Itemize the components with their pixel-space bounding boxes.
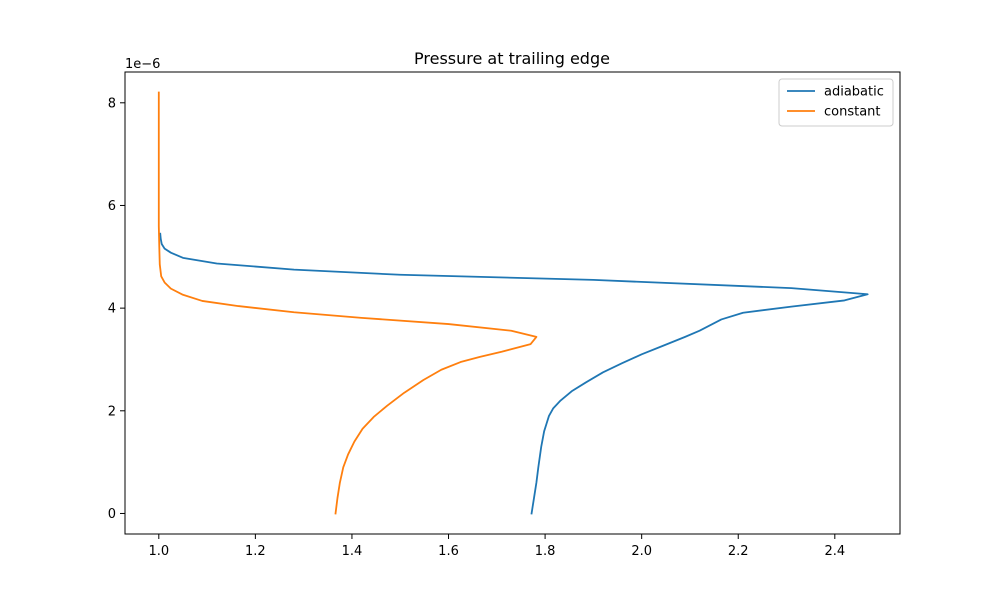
- chart-title: Pressure at trailing edge: [414, 49, 610, 68]
- series-line-constant: [157, 91, 538, 515]
- y-offset-label: 1e−6: [125, 57, 160, 72]
- x-tick-label: 1.0: [148, 544, 169, 559]
- x-tick-label: 2.2: [728, 544, 749, 559]
- x-tick-label: 1.4: [342, 544, 363, 559]
- x-tick-label: 2.0: [631, 544, 652, 559]
- series-line-adiabatic: [159, 232, 869, 515]
- x-tick-label: 2.4: [824, 544, 845, 559]
- x-tick-label: 1.8: [535, 544, 556, 559]
- x-tick-label: 1.2: [245, 544, 266, 559]
- y-tick-label: 6: [108, 199, 116, 214]
- y-tick-label: 4: [108, 302, 116, 317]
- axes-layer: 1.0 1.2 1.4 1.6 1.8 2.0 2.2 2.4 0 2 4 6 8: [108, 71, 901, 559]
- y-tick-label: 8: [108, 96, 116, 111]
- legend-label-adiabatic: adiabatic: [824, 85, 884, 100]
- y-tick-label: 2: [108, 404, 116, 419]
- x-tick-label: 1.6: [438, 544, 459, 559]
- series-layer: [157, 91, 869, 515]
- y-tick-label: 0: [108, 507, 116, 522]
- legend-label-constant: constant: [824, 105, 881, 120]
- legend: adiabatic constant: [778, 78, 894, 127]
- plot-frame: [124, 71, 901, 535]
